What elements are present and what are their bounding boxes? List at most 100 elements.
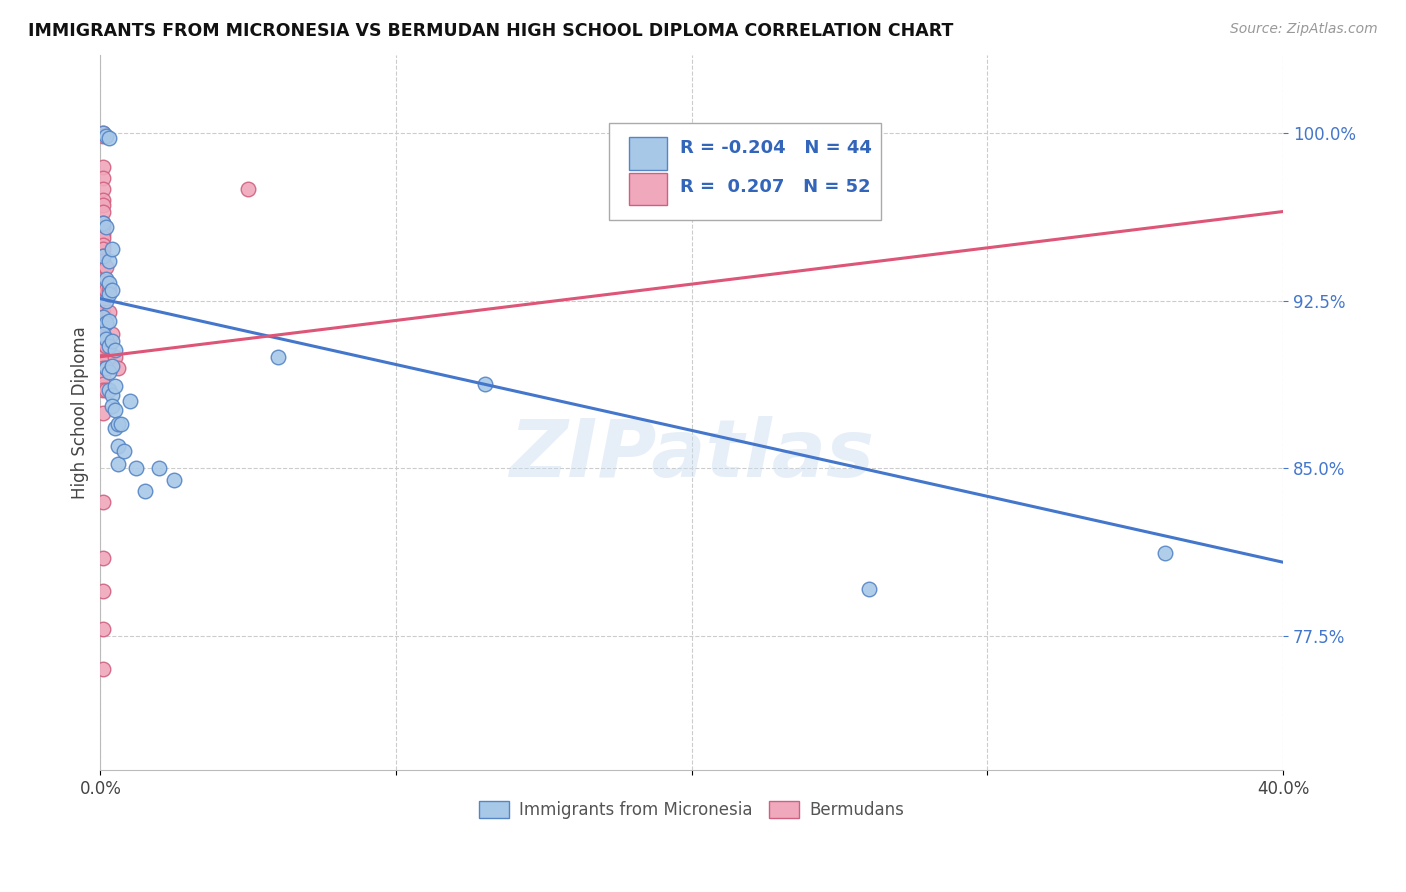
- Point: [91, 368, 114, 382]
- Point: [104, 421, 127, 435]
- Point: [91, 310, 114, 324]
- Point: [91, 238, 114, 252]
- Point: [91, 406, 114, 420]
- Point: [96, 220, 118, 235]
- Point: [91, 198, 114, 212]
- Point: [101, 359, 124, 373]
- Point: [91, 495, 114, 509]
- Point: [91, 305, 114, 319]
- Point: [96, 260, 118, 275]
- Point: [96, 316, 118, 330]
- Point: [91, 622, 114, 636]
- Point: [96, 383, 118, 397]
- Point: [107, 360, 129, 375]
- Point: [104, 350, 127, 364]
- Point: [98, 314, 121, 328]
- Point: [107, 417, 129, 431]
- Point: [474, 376, 496, 391]
- Point: [125, 461, 148, 475]
- Point: [98, 338, 121, 352]
- Point: [101, 387, 124, 401]
- Point: [91, 584, 114, 599]
- Point: [91, 360, 114, 375]
- Point: [91, 354, 114, 368]
- Text: Source: ZipAtlas.com: Source: ZipAtlas.com: [1230, 22, 1378, 37]
- Point: [98, 383, 121, 397]
- Point: [98, 287, 121, 301]
- Point: [91, 287, 114, 301]
- Point: [91, 376, 114, 391]
- Point: [96, 338, 118, 352]
- Point: [101, 334, 124, 348]
- Point: [96, 360, 118, 375]
- Point: [96, 128, 118, 143]
- Point: [163, 473, 186, 487]
- Point: [91, 310, 114, 324]
- Point: [96, 332, 118, 346]
- Point: [98, 305, 121, 319]
- Point: [91, 216, 114, 230]
- Point: [91, 231, 114, 245]
- Point: [91, 327, 114, 342]
- Point: [118, 394, 141, 409]
- Point: [98, 276, 121, 290]
- FancyBboxPatch shape: [609, 123, 882, 219]
- Point: [104, 343, 127, 357]
- Point: [96, 293, 118, 308]
- Point: [98, 283, 121, 297]
- Point: [91, 253, 114, 268]
- Point: [91, 216, 114, 230]
- Point: [96, 271, 118, 285]
- Point: [91, 316, 114, 330]
- Point: [91, 338, 114, 352]
- Point: [91, 293, 114, 308]
- Point: [107, 439, 129, 453]
- Point: [91, 550, 114, 565]
- Point: [107, 457, 129, 471]
- Point: [112, 443, 135, 458]
- Point: [104, 378, 127, 392]
- Point: [91, 260, 114, 275]
- Point: [91, 332, 114, 346]
- Point: [858, 582, 880, 596]
- Point: [91, 663, 114, 677]
- Point: [267, 350, 290, 364]
- Point: [91, 265, 114, 279]
- Point: [91, 126, 114, 140]
- Point: [91, 271, 114, 285]
- Point: [148, 461, 170, 475]
- Point: [98, 253, 121, 268]
- Point: [101, 243, 124, 257]
- Point: [91, 243, 114, 257]
- Legend: Immigrants from Micronesia, Bermudans: Immigrants from Micronesia, Bermudans: [472, 795, 911, 826]
- Point: [98, 130, 121, 145]
- Point: [101, 327, 124, 342]
- Point: [91, 350, 114, 364]
- Point: [91, 249, 114, 263]
- Point: [91, 227, 114, 241]
- Point: [91, 182, 114, 196]
- Point: [96, 360, 118, 375]
- FancyBboxPatch shape: [628, 173, 666, 205]
- Point: [96, 283, 118, 297]
- Point: [101, 399, 124, 413]
- FancyBboxPatch shape: [628, 137, 666, 169]
- Point: [1153, 546, 1175, 560]
- Text: R =  0.207   N = 52: R = 0.207 N = 52: [681, 178, 870, 196]
- Point: [91, 194, 114, 208]
- Point: [98, 365, 121, 379]
- Point: [91, 383, 114, 397]
- Point: [91, 171, 114, 186]
- Text: R = -0.204   N = 44: R = -0.204 N = 44: [681, 139, 872, 157]
- Point: [238, 182, 260, 196]
- Point: [91, 128, 114, 143]
- Text: IMMIGRANTS FROM MICRONESIA VS BERMUDAN HIGH SCHOOL DIPLOMA CORRELATION CHART: IMMIGRANTS FROM MICRONESIA VS BERMUDAN H…: [28, 22, 953, 40]
- Point: [96, 316, 118, 330]
- Y-axis label: High School Diploma: High School Diploma: [72, 326, 89, 499]
- Point: [101, 283, 124, 297]
- Text: ZIPatlas: ZIPatlas: [509, 417, 875, 494]
- Point: [91, 220, 114, 235]
- Point: [91, 249, 114, 263]
- Point: [91, 160, 114, 174]
- Point: [91, 204, 114, 219]
